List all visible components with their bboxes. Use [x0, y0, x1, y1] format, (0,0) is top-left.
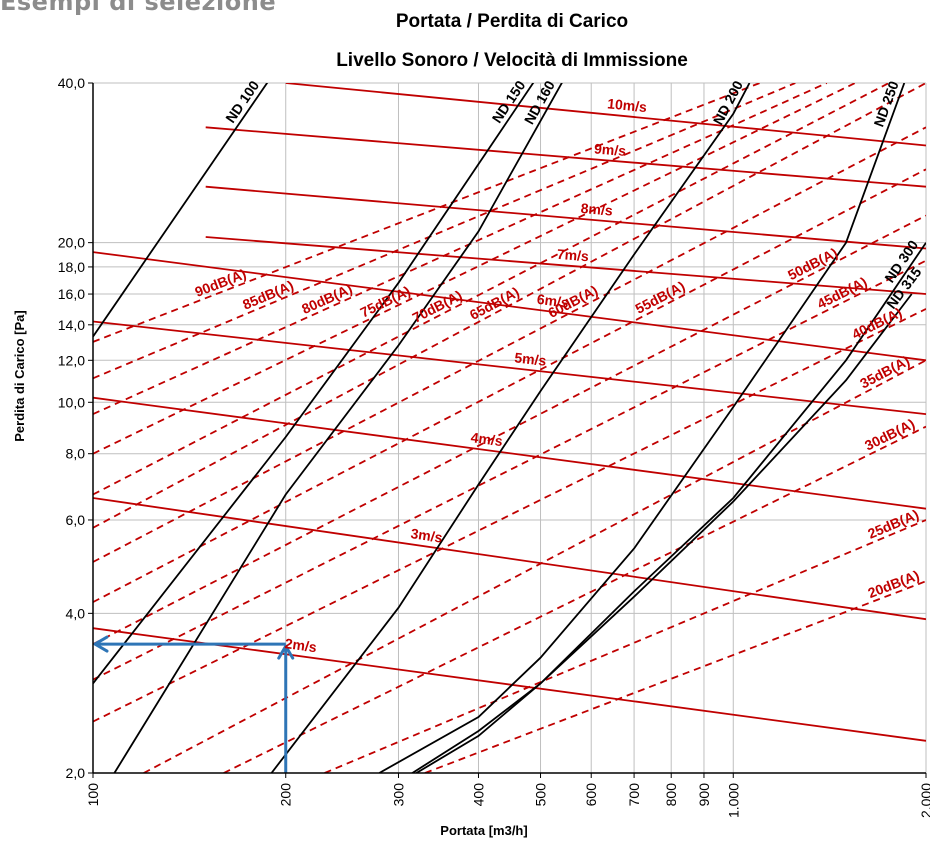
duct-line-nd-100 — [93, 83, 269, 338]
velocity-label-8m-s: 8m/s — [580, 200, 613, 219]
sound-line-70db-a — [93, 83, 890, 496]
duct-line-nd-150 — [93, 83, 535, 685]
duct-line-nd-250 — [378, 83, 906, 773]
velocity-line-7m-s — [205, 236, 926, 295]
sound-line-45db-a — [93, 259, 926, 681]
y-tick-label: 40,0 — [58, 75, 85, 91]
velocity-label-9m-s: 9m/s — [594, 140, 627, 159]
velocity-label-2m-s: 2m/s — [284, 635, 318, 655]
chart-title: Portata / Perdita di Carico — [396, 11, 628, 32]
sound-line-80db-a — [93, 83, 828, 415]
x-tick-label: 300 — [390, 783, 406, 807]
velocity-label-10m-s: 10m/s — [607, 95, 648, 115]
sound-label-25db-a: 25dB(A) — [865, 506, 921, 542]
duct-line-nd-200 — [270, 83, 751, 773]
plot-area — [93, 83, 926, 773]
velocity-line-5m-s — [93, 320, 926, 415]
sound-line-30db-a — [223, 425, 926, 773]
velocity-label-3m-s: 3m/s — [410, 525, 444, 545]
sound-line-40db-a — [93, 308, 926, 723]
page-heading: Esempi di selezione — [0, 0, 277, 16]
example-selection — [93, 635, 295, 773]
x-tick-label: 900 — [696, 783, 712, 807]
y-tick-label: 10,0 — [58, 394, 85, 410]
y-tick-label: 14,0 — [58, 317, 85, 333]
sound-line-75db-a — [93, 83, 856, 455]
duct-line-nd-300 — [410, 242, 926, 773]
x-tick-label: 400 — [470, 783, 486, 807]
velocity-label-4m-s: 4m/s — [470, 429, 504, 449]
tick-labels: 2,0 4,0 6,0 8,0 10,0 12,0 14,0 16,0 18,0 20,0 40,0… — [58, 75, 930, 818]
x-tick-label: 800 — [663, 783, 679, 807]
x-tick-label: 600 — [583, 783, 599, 807]
velocity-label-5m-s: 5m/s — [514, 349, 548, 368]
velocity-line-3m-s — [93, 497, 926, 621]
x-tick-label: 200 — [278, 783, 294, 807]
line-labels: 2m/s 3m/s 4m/s 5m/s 6m/s 7m/s 8m/s 9m/s 10m/s 90d… — [193, 77, 925, 655]
y-tick-label: 4,0 — [66, 605, 86, 621]
y-tick-label: 2,0 — [66, 765, 86, 781]
sound-line-60db-a — [93, 126, 926, 563]
duct-label-nd-160: ND 160 — [521, 78, 558, 127]
velocity-line-9m-s — [205, 126, 926, 188]
sound-label-20db-a: 20dB(A) — [866, 567, 922, 601]
velocity-line-8m-s — [205, 185, 926, 250]
x-tick-label: 1.000 — [725, 783, 741, 818]
sound-line-50db-a — [93, 214, 926, 645]
y-tick-label: 12,0 — [58, 352, 85, 368]
y-tick-label: 20,0 — [58, 235, 85, 251]
y-tick-label: 16,0 — [58, 286, 85, 302]
sound-label-45db-a: 45dB(A) — [814, 274, 869, 312]
y-axis-label: Perdita di Carico [Pa] — [12, 310, 27, 441]
sound-label-35db-a: 35dB(A) — [857, 352, 912, 391]
velocity-line-4m-s — [93, 396, 926, 510]
velocity-line-6m-s — [93, 251, 926, 362]
x-tick-label: 700 — [626, 783, 642, 807]
x-tick-label: 100 — [85, 783, 101, 807]
x-axis-label: Portata [m3/h] — [440, 823, 527, 838]
x-tick-label: 500 — [533, 783, 549, 807]
sound-label-80db-a: 80dB(A) — [299, 280, 355, 317]
sound-line-85db-a — [93, 83, 796, 380]
duct-line-nd-160 — [113, 83, 563, 773]
x-tick-label: 2.000 — [918, 783, 930, 818]
sound-line-35db-a — [143, 359, 926, 773]
velocity-label-7m-s: 7m/s — [556, 246, 589, 264]
sound-label-90db-a: 90dB(A) — [193, 266, 249, 300]
chart-subtitle: Livello Sonoro / Velocità di Immissione — [336, 50, 688, 71]
velocity-label-6m-s: 6m/s — [536, 291, 570, 311]
sound-label-30db-a: 30dB(A) — [862, 415, 917, 453]
y-tick-label: 6,0 — [66, 512, 86, 528]
y-tick-label: 8,0 — [66, 446, 86, 462]
velocity-line-2m-s — [93, 627, 926, 742]
sound-line-55db-a — [93, 168, 926, 603]
velocity-line-10m-s — [285, 83, 926, 147]
sound-line-25db-a — [324, 519, 926, 773]
sound-line-20db-a — [424, 580, 926, 773]
y-tick-label: 18,0 — [58, 259, 85, 275]
sound-label-85db-a: 85dB(A) — [240, 277, 296, 313]
duct-line-nd-315 — [415, 293, 913, 773]
sound-label-65db-a: 65dB(A) — [467, 284, 522, 323]
axes — [92, 83, 926, 774]
